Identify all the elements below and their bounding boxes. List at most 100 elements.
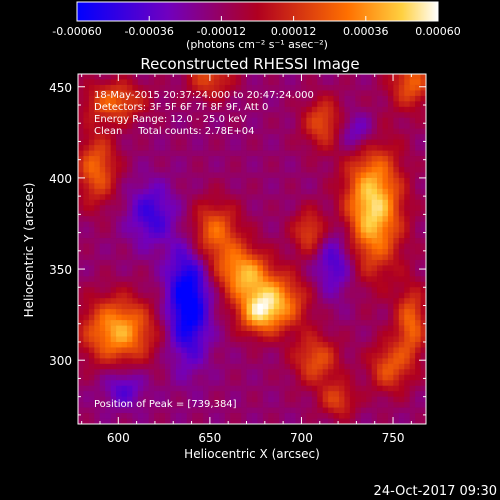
heatmap-cell — [404, 150, 411, 157]
heatmap-cell — [409, 369, 416, 376]
heatmap-cell — [311, 139, 318, 146]
heatmap-cell — [360, 112, 367, 119]
heatmap-cell — [273, 221, 280, 228]
heatmap-cell — [230, 363, 237, 370]
heatmap-cell — [88, 95, 95, 102]
heatmap-cell — [409, 380, 416, 387]
heatmap-cell — [371, 374, 378, 381]
heatmap-cell — [235, 413, 242, 419]
heatmap-cell — [105, 210, 111, 217]
heatmap-cell — [377, 139, 383, 146]
heatmap-cell — [252, 265, 258, 272]
heatmap-cell — [126, 128, 133, 135]
heatmap-cell — [268, 216, 275, 223]
heatmap-cell — [230, 139, 237, 146]
heatmap-cell — [252, 347, 258, 354]
heatmap-cell — [311, 194, 318, 201]
heatmap-cell — [219, 232, 226, 239]
heatmap-cell — [252, 232, 258, 239]
heatmap-cell — [121, 227, 128, 233]
heatmap-cell — [257, 396, 264, 403]
heatmap-cell — [360, 325, 367, 332]
heatmap-cell — [105, 139, 111, 146]
heatmap-cell — [252, 363, 258, 370]
heatmap-cell — [186, 363, 193, 370]
heatmap-cell — [230, 90, 237, 97]
heatmap-cell — [317, 385, 324, 392]
heatmap-cell — [208, 227, 215, 233]
heatmap-cell — [295, 298, 302, 305]
colorbar-tick-label: -0.00036 — [124, 25, 173, 38]
heatmap-cell — [230, 347, 237, 354]
heatmap-cell — [344, 101, 351, 108]
heatmap-cell — [181, 391, 188, 398]
heatmap-cell — [94, 172, 101, 179]
heatmap-cell — [110, 139, 117, 146]
heatmap-cell — [213, 117, 220, 124]
heatmap-cell — [181, 238, 188, 244]
heatmap-cell — [349, 276, 356, 283]
heatmap-cell — [132, 347, 139, 354]
heatmap-cell — [203, 177, 209, 184]
heatmap-cell — [203, 287, 209, 294]
heatmap-cell — [224, 117, 231, 124]
heatmap-cell — [170, 216, 177, 223]
heatmap-cell — [208, 276, 215, 283]
heatmap-cell — [398, 150, 405, 157]
heatmap-cell — [148, 84, 155, 91]
heatmap-cell — [290, 210, 296, 217]
heatmap-cell — [126, 402, 133, 408]
heatmap-cell — [273, 90, 280, 97]
heatmap-cell — [300, 101, 307, 108]
heatmap-cell — [213, 309, 220, 315]
heatmap-cell — [159, 352, 166, 359]
info-line-clean: Clean Total counts: 2.78E+04 — [94, 126, 254, 137]
heatmap-cell — [387, 232, 394, 239]
heatmap-cell — [279, 177, 285, 184]
heatmap-cell — [186, 221, 193, 228]
heatmap-cell — [420, 101, 427, 108]
heatmap-cell — [197, 309, 204, 315]
heatmap-cell — [197, 413, 204, 419]
heatmap-cell — [262, 298, 269, 305]
heatmap-cell — [148, 309, 155, 315]
heatmap-cell — [252, 358, 258, 365]
heatmap-cell — [387, 341, 394, 348]
heatmap-cell — [257, 402, 264, 408]
heatmap-cell — [382, 156, 389, 162]
heatmap-cell — [382, 243, 389, 250]
heatmap-cell — [404, 325, 411, 332]
heatmap-cell — [99, 216, 106, 223]
heatmap-cell — [219, 336, 226, 343]
heatmap-cell — [377, 172, 383, 179]
heatmap-cell — [132, 243, 139, 250]
heatmap-cell — [322, 216, 329, 223]
heatmap-cell — [83, 303, 90, 310]
heatmap-cell — [252, 259, 258, 266]
heatmap-cell — [88, 287, 95, 294]
heatmap-cell — [328, 418, 334, 425]
heatmap-cell — [159, 259, 166, 266]
heatmap-cell — [83, 391, 90, 398]
heatmap-cell — [317, 106, 324, 113]
heatmap-cell — [94, 265, 101, 272]
heatmap-cell — [230, 177, 237, 184]
heatmap-cell — [252, 391, 258, 398]
heatmap-cell — [300, 199, 307, 206]
heatmap-cell — [165, 391, 171, 398]
heatmap-cell — [132, 396, 139, 403]
heatmap-cell — [300, 358, 307, 365]
heatmap-cell — [208, 216, 215, 223]
heatmap-cell — [224, 259, 231, 266]
heatmap-cell — [360, 352, 367, 359]
heatmap-cell — [295, 407, 302, 414]
heatmap-cell — [105, 385, 111, 392]
heatmap-cell — [268, 249, 275, 255]
heatmap-cell — [208, 156, 215, 162]
heatmap-cell — [382, 106, 389, 113]
heatmap-cell — [355, 134, 362, 140]
heatmap-cell — [208, 177, 215, 184]
heatmap-cell — [262, 238, 269, 244]
heatmap-cell — [300, 325, 307, 332]
heatmap-cell — [137, 396, 144, 403]
